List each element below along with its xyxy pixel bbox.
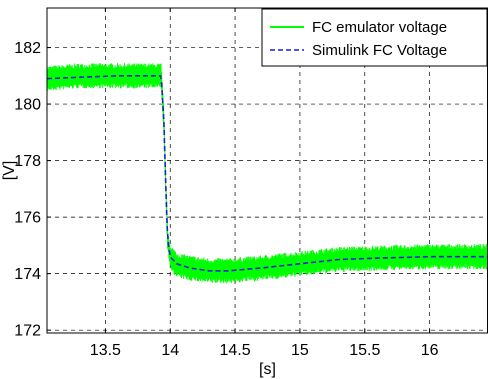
plot-area <box>46 63 488 284</box>
x-tick-label: 13.5 <box>90 342 121 359</box>
y-tick-label: 182 <box>14 40 41 57</box>
legend-label: FC emulator voltage <box>312 19 447 36</box>
y-tick-label: 180 <box>14 97 41 114</box>
series-fc-emulator-voltage <box>46 63 488 284</box>
legend: FC emulator voltage Simulink FC Voltage <box>261 8 488 67</box>
y-tick-label: 176 <box>14 210 41 227</box>
y-axis-label: [V] <box>1 161 18 181</box>
legend-box <box>261 8 488 67</box>
y-tick-label: 178 <box>14 153 41 170</box>
legend-label: Simulink FC Voltage <box>312 42 447 59</box>
x-tick-label: 14.5 <box>220 342 251 359</box>
x-tick-label: 15.5 <box>349 342 380 359</box>
x-axis-label: [s] <box>259 361 276 378</box>
y-tick-label: 172 <box>14 323 41 340</box>
grid <box>47 8 488 333</box>
x-tick-label: 14 <box>161 342 179 359</box>
y-tick-label: 174 <box>14 266 41 283</box>
x-tick-label: 15 <box>291 342 309 359</box>
series-simulink-fc-voltage <box>46 75 488 272</box>
x-tick-label: 16 <box>421 342 439 359</box>
